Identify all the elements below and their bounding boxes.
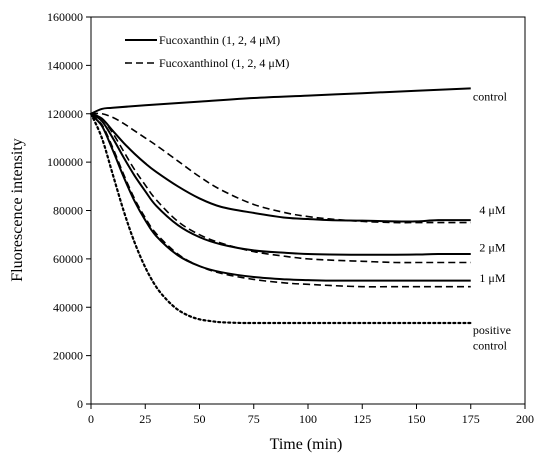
annotation-label: 4 μM <box>479 203 505 217</box>
series-line-6 <box>90 114 471 288</box>
x-tick-label: 200 <box>516 412 534 426</box>
plot-frame <box>90 16 526 405</box>
x-tick-label: 100 <box>299 412 317 426</box>
plot-border <box>90 16 526 405</box>
y-axis-label: Fluorescence intensity <box>9 138 26 282</box>
x-tick-label: 50 <box>194 412 206 426</box>
y-tick-label: 80000 <box>53 204 83 218</box>
annotation-label: 1 μM <box>479 271 505 285</box>
series-line-4 <box>90 112 471 224</box>
series-line-3 <box>90 114 471 282</box>
y-axis: 0 20000 40000 60000 80000 100000 120000 140000 1… <box>47 10 91 411</box>
annotation-label: control <box>473 339 508 353</box>
y-tick-label: 100000 <box>47 155 83 169</box>
series-line-2 <box>90 112 471 256</box>
legend-label: Fucoxanthinol (1, 2, 4 μM) <box>159 56 289 70</box>
series-line-0 <box>90 87 471 115</box>
legend-label: Fucoxanthin (1, 2, 4 μM) <box>159 33 280 47</box>
series-line-5 <box>90 113 471 264</box>
legend: Fucoxanthin (1, 2, 4 μM) Fucoxanthinol (1… <box>125 33 289 70</box>
y-tick-label: 140000 <box>47 58 83 72</box>
y-tick-label: 40000 <box>53 300 83 314</box>
y-tick-label: 60000 <box>53 252 83 266</box>
y-tick-label: 0 <box>77 397 83 411</box>
series-layer <box>89 87 472 325</box>
series-line-7 <box>89 112 472 325</box>
y-tick-label: 160000 <box>47 10 83 24</box>
annotation-label: control <box>473 89 508 103</box>
y-tick-label: 20000 <box>53 349 83 363</box>
annotation-layer: control 4 μM 2 μM 1 μM positive control <box>473 89 511 352</box>
x-tick-label: 150 <box>408 412 426 426</box>
x-axis: 0 25 50 75 100 125 150 175 200 <box>88 404 534 426</box>
x-tick-label: 75 <box>248 412 260 426</box>
x-axis-label: Time (min) <box>270 436 343 453</box>
series-line-1 <box>90 112 471 223</box>
x-tick-label: 125 <box>353 412 371 426</box>
y-tick-label: 120000 <box>47 107 83 121</box>
annotation-label: positive <box>473 323 511 337</box>
annotation-label: 2 μM <box>479 241 505 255</box>
x-tick-label: 0 <box>88 412 94 426</box>
x-tick-label: 175 <box>462 412 480 426</box>
x-tick-label: 25 <box>139 412 151 426</box>
